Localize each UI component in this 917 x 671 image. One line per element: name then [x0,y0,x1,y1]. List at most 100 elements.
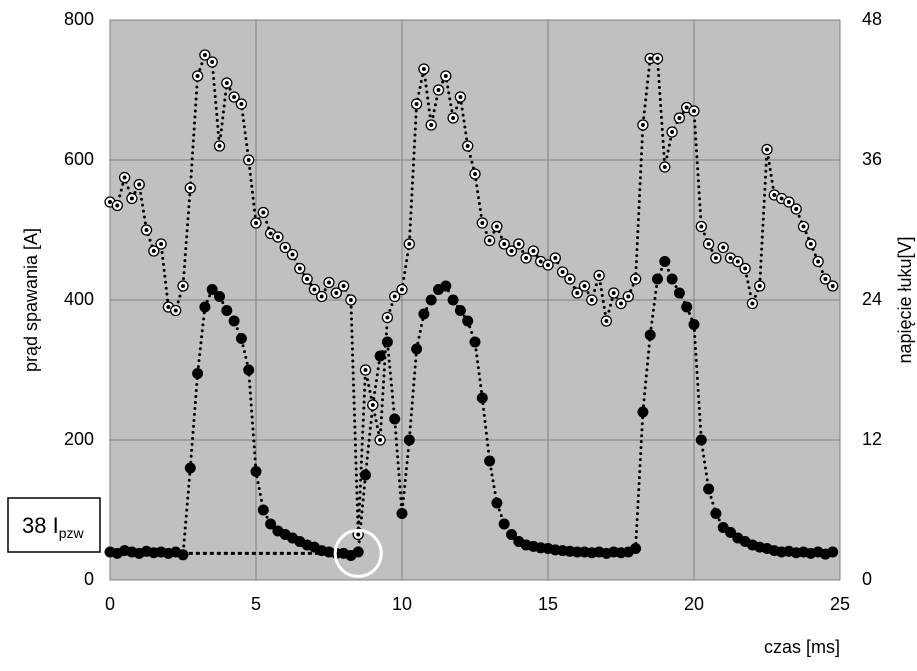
current-point [637,406,649,418]
ring-dot [458,95,463,99]
voltage-point [600,315,613,327]
voltage-point [221,77,233,89]
ring-dot [290,252,295,257]
voltage-point [827,280,839,292]
ring-dot [801,224,806,229]
voltage-point [425,119,437,131]
voltage-point [410,98,423,110]
ring-dot [808,242,813,246]
ring-dot [108,200,112,204]
current-point [506,529,517,540]
voltage-point [403,238,415,250]
ring-dot [648,56,653,61]
ring-dot [604,319,609,323]
voltage-point [389,290,401,303]
current-point [498,518,510,530]
current-point [381,336,393,348]
current-point [177,549,189,561]
current-point [352,546,364,558]
current-point [484,455,496,467]
ring-dot [166,305,171,309]
voltage-point [462,140,474,152]
annotation-text: 38 Ipzw [22,513,84,541]
voltage-point [359,364,372,376]
ring-dot [297,266,302,271]
voltage-point [308,283,321,296]
series-line [108,257,835,558]
voltage-point [629,273,642,285]
ring-dot [662,165,667,169]
x-tick-label: 15 [538,594,558,614]
voltage-point [367,399,379,411]
ring-dot [254,221,258,225]
current-point [243,364,255,376]
ring-dot [261,210,266,215]
ring-dot [429,123,434,127]
current-point [666,273,678,285]
ring-dot [743,266,748,271]
voltage-point [279,241,291,254]
current-point [389,413,401,425]
voltage-point [374,434,386,446]
voltage-point [206,56,218,68]
voltage-point [170,304,182,317]
y-tick-label: 200 [64,429,94,449]
voltage-point [790,203,802,215]
y2-tick-label: 48 [862,9,882,29]
x-tick-label: 0 [105,594,115,614]
ring-dot [312,287,317,292]
y2-tick-label: 24 [862,289,882,309]
ring-dot [524,256,529,260]
current-point [206,284,218,295]
voltage-point [710,252,722,264]
voltage-point [556,266,569,278]
voltage-point [140,224,153,236]
ring-dot [473,172,477,176]
voltage-point [418,63,430,75]
voltage-point [622,290,634,303]
voltage-point [316,290,328,303]
ring-dot [195,74,200,78]
current-point [440,280,452,292]
ring-dot [655,56,660,61]
voltage-point [564,273,576,285]
current-point [360,469,371,481]
voltage-point [527,245,540,257]
ring-dot [640,123,645,127]
current-point [476,392,488,404]
annotation-box [7,497,101,553]
ring-dot [451,116,456,120]
ring-dot [721,245,726,250]
ring-dot [210,60,215,64]
ring-dot [619,301,623,306]
voltage-point [323,276,335,289]
voltage-point [432,84,445,96]
voltage-point [469,168,481,180]
current-point [630,543,642,554]
ring-dot [779,196,784,201]
current-point [228,315,240,327]
voltage-point [732,255,744,268]
x-axis-label: czas [ms] [764,637,840,657]
voltage-point [483,234,496,247]
current-point [673,287,685,299]
voltage-point [133,178,145,191]
voltage-point [498,238,510,250]
ring-dot [750,301,755,306]
current-point [418,308,430,320]
voltage-point [571,287,583,299]
ring-dot [706,242,711,246]
annotation-label: 38 I [22,513,59,538]
y2-tick-label: 0 [862,569,872,589]
ring-dot [305,277,310,281]
ring-dot [794,207,799,211]
y2-tick-label: 36 [862,149,882,169]
ring-dot [181,284,185,288]
voltage-point [111,199,123,212]
voltage-point [191,70,204,82]
voltage-point [294,262,306,275]
ring-dot [341,284,346,288]
ring-dot [122,175,127,180]
voltage-point [812,255,824,268]
ring-dot [173,308,178,313]
